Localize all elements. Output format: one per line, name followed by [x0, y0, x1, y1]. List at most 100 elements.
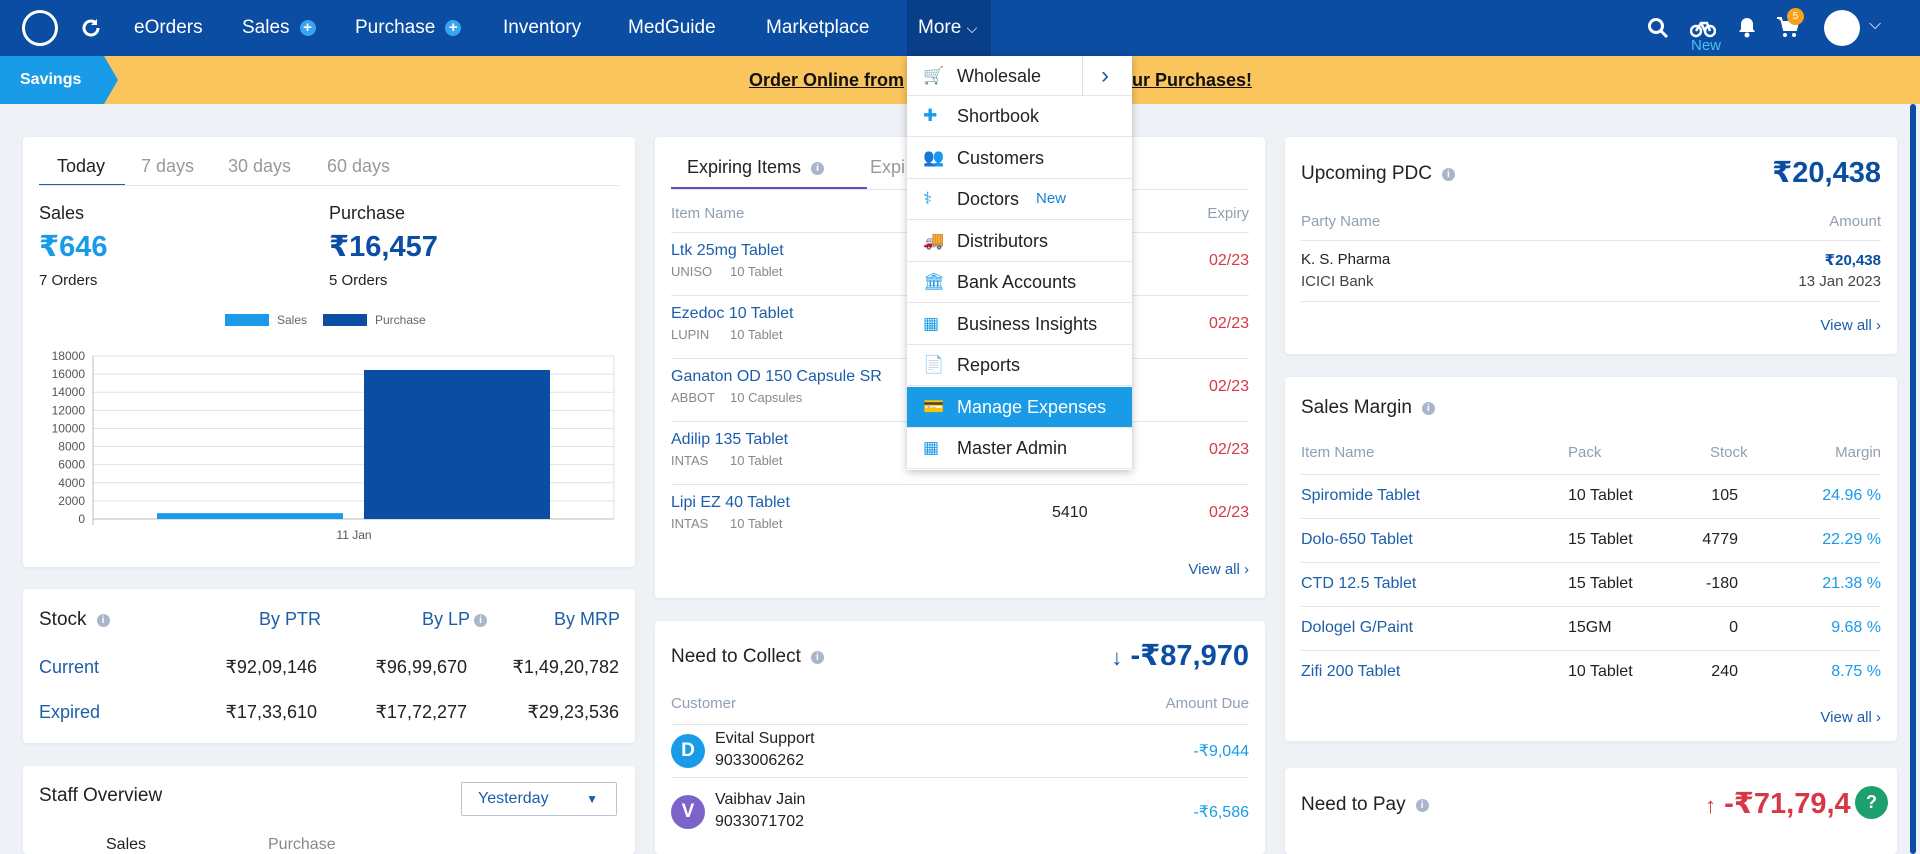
tab-60-days[interactable]: 60 days — [327, 156, 391, 176]
tab-expiring-items[interactable]: Expiring Items i — [687, 157, 825, 178]
purchase-orders: 5 Orders — [329, 272, 388, 289]
expiring-item-expiry: 02/23 — [1208, 441, 1249, 458]
view-all-link[interactable]: View all › — [1820, 709, 1881, 726]
nav-purchase[interactable]: Purchase + — [355, 0, 462, 56]
info-icon[interactable]: i — [811, 162, 825, 175]
dropdown-item-label: Business Insights — [957, 313, 1098, 334]
stock-current-label[interactable]: Current — [39, 657, 100, 677]
dropdown-item-label: Distributors — [957, 230, 1049, 251]
customer-avatar: V — [671, 795, 705, 829]
purchase-value: ₹16,457 — [329, 231, 438, 263]
staff-card: Staff Overview Yesterday ▼ Sales Purchase — [23, 766, 635, 854]
view-all-link[interactable]: View all › — [1820, 317, 1881, 334]
tab-30-days[interactable]: 30 days — [228, 156, 292, 176]
nav-eorders[interactable]: eOrders — [134, 17, 203, 38]
savings-tag[interactable]: Savings — [0, 56, 118, 104]
nav-medguide[interactable]: MedGuide — [628, 17, 716, 38]
chevron-down-icon[interactable]: ⌵ — [1869, 16, 1882, 33]
shortbook-icon: ✚ — [923, 106, 938, 125]
dropdown-item-customers[interactable]: 👥 Customers — [907, 138, 1132, 179]
expiring-item-pack: 10 Tablet — [730, 516, 783, 531]
info-icon[interactable]: i — [1415, 799, 1429, 812]
dropdown-item-reports[interactable]: 📄 Reports — [907, 345, 1132, 386]
plus-icon[interactable]: + — [445, 20, 462, 36]
expiring-item-name[interactable]: Adilip 135 Tablet — [671, 431, 789, 448]
nav-sales-label: Sales — [242, 17, 290, 38]
margin-item-name[interactable]: CTD 12.5 Tablet — [1301, 575, 1417, 592]
pay-total: ↑ -₹71,79,4 — [1705, 786, 1851, 821]
plus-icon[interactable]: + — [299, 20, 316, 36]
tab-expired[interactable]: Expi — [870, 157, 906, 177]
bell-icon[interactable] — [1737, 16, 1757, 38]
avatar[interactable] — [1824, 10, 1860, 46]
refresh-icon[interactable] — [80, 17, 102, 39]
tab-7-days[interactable]: 7 days — [141, 156, 195, 176]
info-icon[interactable]: i — [474, 614, 488, 627]
y-tick-label: 14000 — [52, 385, 86, 399]
by-lp-header[interactable]: By LP i — [422, 609, 488, 630]
dropdown-item-doctors[interactable]: ⚕ Doctors New — [907, 179, 1132, 220]
view-all-link[interactable]: View all › — [1188, 561, 1249, 578]
nav-marketplace[interactable]: Marketplace — [766, 17, 870, 38]
by-ptr-header[interactable]: By PTR — [259, 609, 322, 629]
y-tick-label: 18000 — [52, 349, 86, 363]
view-all-label: View all — [1188, 561, 1240, 578]
chevron-down-icon: ⌵ — [966, 20, 978, 36]
business-insights-icon: ▦ — [923, 313, 940, 333]
savings-link-right[interactable]: ur Purchases! — [1132, 70, 1253, 90]
info-icon[interactable]: i — [96, 614, 110, 627]
current-mrp: ₹1,49,20,782 — [512, 657, 619, 677]
expiring-item-name[interactable]: Ezedoc 10 Tablet — [671, 305, 794, 322]
app-logo[interactable] — [22, 10, 58, 46]
expiring-item-name[interactable]: Lipi EZ 40 Tablet — [671, 494, 790, 511]
customer-name[interactable]: Vaibhav Jain — [715, 791, 806, 808]
nav-more[interactable]: More ⌵ — [907, 0, 991, 56]
staff-col-sales: Sales — [106, 836, 147, 853]
margin-card: Sales Margin i Item Name Pack Stock Margi… — [1285, 377, 1897, 741]
by-mrp-header[interactable]: By MRP — [554, 609, 621, 629]
margin-item-name[interactable]: Dologel G/Paint — [1301, 619, 1414, 636]
dropdown-item-bank-accounts[interactable]: 🏛 Bank Accounts — [907, 262, 1132, 303]
nav-inventory[interactable]: Inventory — [503, 17, 582, 38]
dropdown-item-distributors[interactable]: 🚚 Distributors — [907, 221, 1132, 262]
dropdown-item-business-insights[interactable]: ▦ Business Insights — [907, 304, 1132, 345]
expiring-item-name[interactable]: Ganaton OD 150 Capsule SR — [671, 368, 882, 385]
customers-icon: 👥 — [923, 147, 945, 167]
nav-sales[interactable]: Sales + — [242, 0, 316, 56]
expiring-item-name[interactable]: Ltk 25mg Tablet — [671, 242, 784, 259]
legend-label-purchase: Purchase — [375, 313, 426, 327]
expiring-item-pack: 10 Capsules — [730, 390, 803, 405]
bike-icon[interactable] — [1690, 16, 1716, 38]
dropdown-item-wholesale[interactable]: 🛒 Wholesale › — [907, 56, 1132, 96]
dropdown-item-manage-expenses[interactable]: 💳 Manage Expenses — [907, 386, 1132, 428]
dropdown-item-master-admin[interactable]: ▦ Master Admin — [907, 428, 1132, 469]
scrollbar[interactable] — [1910, 104, 1916, 854]
info-icon[interactable]: i — [1421, 402, 1435, 415]
legend-swatch-purchase — [323, 314, 367, 326]
pay-title: Need to Pay i — [1301, 794, 1429, 816]
chevron-right-icon[interactable]: › — [1101, 62, 1109, 89]
margin-item-name[interactable]: Spiromide Tablet — [1301, 487, 1420, 504]
margin-item-name[interactable]: Zifi 200 Tablet — [1301, 663, 1401, 680]
dropdown-item-shortbook[interactable]: ✚ Shortbook — [907, 96, 1132, 137]
margin-item-pack: 10 Tablet — [1568, 663, 1633, 680]
savings-link-left[interactable]: Order Online from — [749, 70, 905, 90]
customer-amount: -₹9,044 — [1193, 743, 1249, 760]
search-icon[interactable] — [1647, 17, 1669, 39]
arrow-down-icon: ↓ — [1111, 645, 1123, 670]
stock-expired-label[interactable]: Expired — [39, 702, 101, 722]
margin-item-name[interactable]: Dolo-650 Tablet — [1301, 531, 1413, 548]
tab-today[interactable]: Today — [57, 156, 106, 176]
info-icon[interactable]: i — [1441, 168, 1455, 181]
margin-item-stock: -180 — [1705, 575, 1738, 592]
expiring-item-company: UNISO — [671, 264, 713, 279]
expired-ptr: ₹17,33,610 — [225, 702, 317, 722]
sales-purchase-card: Today 7 days 30 days 60 days Sales ₹646 … — [23, 137, 635, 567]
expiring-item-company: INTAS — [671, 516, 709, 531]
expiring-item-expiry: 02/23 — [1208, 378, 1249, 395]
info-icon[interactable]: i — [810, 651, 824, 664]
margin-item-margin: 22.29 % — [1822, 531, 1881, 548]
help-button[interactable]: ? — [1855, 786, 1888, 819]
period-select[interactable]: Yesterday ▼ — [461, 782, 617, 816]
customer-name[interactable]: Evital Support — [715, 730, 815, 747]
